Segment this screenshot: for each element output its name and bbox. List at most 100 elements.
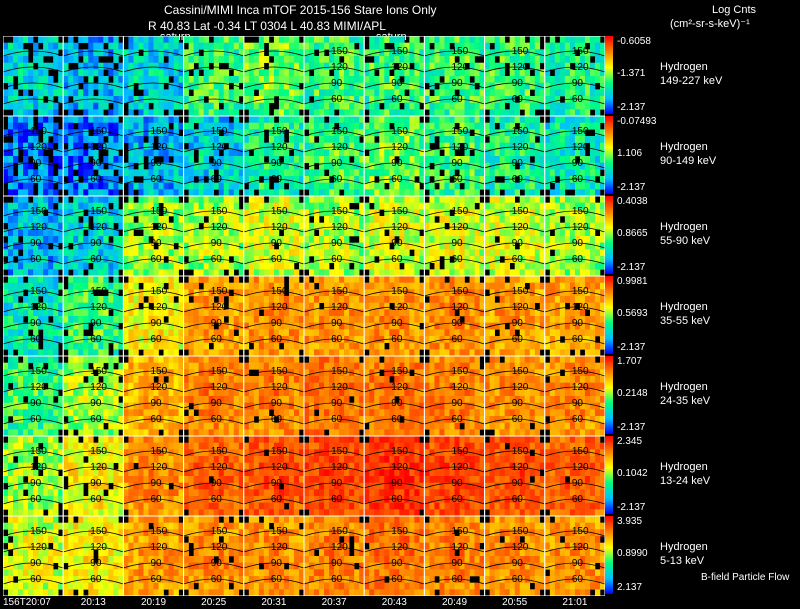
pitch-angle-label: 90 xyxy=(391,398,403,409)
pitch-angle-label: 90 xyxy=(572,238,584,249)
pitch-angle-label: 150 xyxy=(391,446,408,457)
pitch-contour xyxy=(123,242,184,249)
pitch-angle-label: 60 xyxy=(150,494,162,505)
pitch-contour xyxy=(63,322,124,329)
pitch-contour xyxy=(364,210,425,217)
pitch-contour xyxy=(63,402,124,409)
image-tile: 150 120 90 60 xyxy=(243,275,305,357)
pitch-contour xyxy=(243,258,305,265)
pitch-contour xyxy=(3,482,64,489)
image-tile: 150 120 90 60 xyxy=(484,195,546,277)
pitch-contour xyxy=(63,50,124,57)
image-tile: 150 120 90 60 xyxy=(243,515,305,596)
pitch-contour xyxy=(243,242,305,249)
pitch-contour xyxy=(424,466,485,473)
pitch-contour xyxy=(364,66,425,73)
pitch-contour xyxy=(303,562,365,569)
image-tile: 150 120 90 60 xyxy=(544,435,605,517)
pitch-angle-label: 120 xyxy=(331,142,348,153)
image-tile: 150 120 90 60 xyxy=(544,515,605,596)
pitch-angle-label: 150 xyxy=(90,446,107,457)
image-tile xyxy=(122,36,185,117)
image-tile: 150 120 90 60 xyxy=(183,515,245,596)
pitch-angle-label: 90 xyxy=(30,398,42,409)
pitch-contour xyxy=(123,178,184,185)
pitch-angle-label: 90 xyxy=(90,238,102,249)
pitch-angle-label: 90 xyxy=(211,558,223,569)
pitch-contour xyxy=(3,98,64,105)
pitch-angle-label: 120 xyxy=(512,142,529,153)
pitch-contour xyxy=(63,482,124,489)
pitch-angle-label: 60 xyxy=(271,494,283,505)
pitch-contour xyxy=(544,338,605,345)
pitch-angle-label: 60 xyxy=(391,414,403,425)
pitch-contour xyxy=(424,450,485,457)
pitch-angle-label: 120 xyxy=(391,462,408,473)
pitch-contour xyxy=(484,562,545,569)
pitch-contour xyxy=(484,546,545,553)
pitch-contour xyxy=(63,226,124,233)
pitch-angle-label: 120 xyxy=(30,302,47,313)
colorbar xyxy=(605,196,613,274)
energy-band-label: Hydrogen 5-13 keV xyxy=(660,541,708,567)
pitch-contour xyxy=(3,338,64,345)
pitch-angle-label: 120 xyxy=(512,62,529,73)
pitch-contour xyxy=(123,370,184,377)
pitch-angle-label: 150 xyxy=(90,206,107,217)
pitch-contour xyxy=(303,370,365,377)
pitch-angle-label: 120 xyxy=(90,222,107,233)
pitch-angle-label: 120 xyxy=(211,222,228,233)
pitch-angle-label: 60 xyxy=(30,494,42,505)
pitch-angle-label: 90 xyxy=(211,398,223,409)
pitch-angle-label: 150 xyxy=(271,526,288,537)
pitch-contour xyxy=(243,226,305,233)
pitch-contour xyxy=(243,82,305,89)
pitch-contour xyxy=(63,162,124,169)
pitch-contour xyxy=(123,562,184,569)
image-tile xyxy=(243,36,305,117)
pitch-angle-label: 60 xyxy=(572,414,584,425)
pitch-contour xyxy=(123,482,184,489)
pitch-angle-label: 90 xyxy=(572,318,584,329)
colorbar xyxy=(605,116,613,194)
pitch-angle-label: 150 xyxy=(90,286,107,297)
time-tick-label: 21:01 xyxy=(562,597,588,608)
pitch-angle-label: 150 xyxy=(512,126,529,137)
pitch-angle-label: 150 xyxy=(90,126,107,137)
pitch-contour xyxy=(183,466,244,473)
pitch-angle-label: 120 xyxy=(150,302,167,313)
pitch-angle-label: 150 xyxy=(451,366,468,377)
image-tile: 150 120 90 60 xyxy=(363,275,425,357)
pitch-contour xyxy=(364,258,425,265)
pitch-angle-label: 90 xyxy=(90,318,102,329)
time-tick-label: 20:49 xyxy=(441,597,468,608)
pitch-angle-label: 150 xyxy=(150,446,167,457)
pitch-contour xyxy=(544,322,605,329)
pitch-contour xyxy=(424,226,485,233)
pitch-contour xyxy=(364,226,425,233)
image-tile: 150 120 90 60 xyxy=(243,115,305,197)
image-tile: 150 120 90 60 xyxy=(544,355,605,437)
pitch-contour xyxy=(544,242,605,249)
image-tile: 150 120 90 60 xyxy=(62,515,124,596)
pitch-angle-label: 120 xyxy=(451,542,468,553)
pitch-angle-label: 120 xyxy=(331,302,348,313)
pitch-contour xyxy=(544,226,605,233)
pitch-angle-label: 120 xyxy=(211,142,228,153)
pitch-angle-label: 60 xyxy=(512,414,524,425)
image-tile: 150 120 90 60 xyxy=(423,115,486,197)
pitch-angle-label: 60 xyxy=(391,334,403,345)
pitch-contour xyxy=(3,402,64,409)
pitch-contour xyxy=(3,226,64,233)
pitch-angle-label: 150 xyxy=(30,526,47,537)
pitch-angle-label: 120 xyxy=(391,62,408,73)
pitch-angle-label: 90 xyxy=(391,318,403,329)
pitch-contour xyxy=(544,178,605,185)
pitch-contour xyxy=(183,370,244,377)
pitch-contour xyxy=(3,546,64,553)
pitch-contour xyxy=(3,562,64,569)
pitch-contour xyxy=(544,450,605,457)
pitch-contour xyxy=(544,258,605,265)
pitch-contour xyxy=(63,466,124,473)
image-tile: 150 120 90 60 xyxy=(183,355,245,437)
